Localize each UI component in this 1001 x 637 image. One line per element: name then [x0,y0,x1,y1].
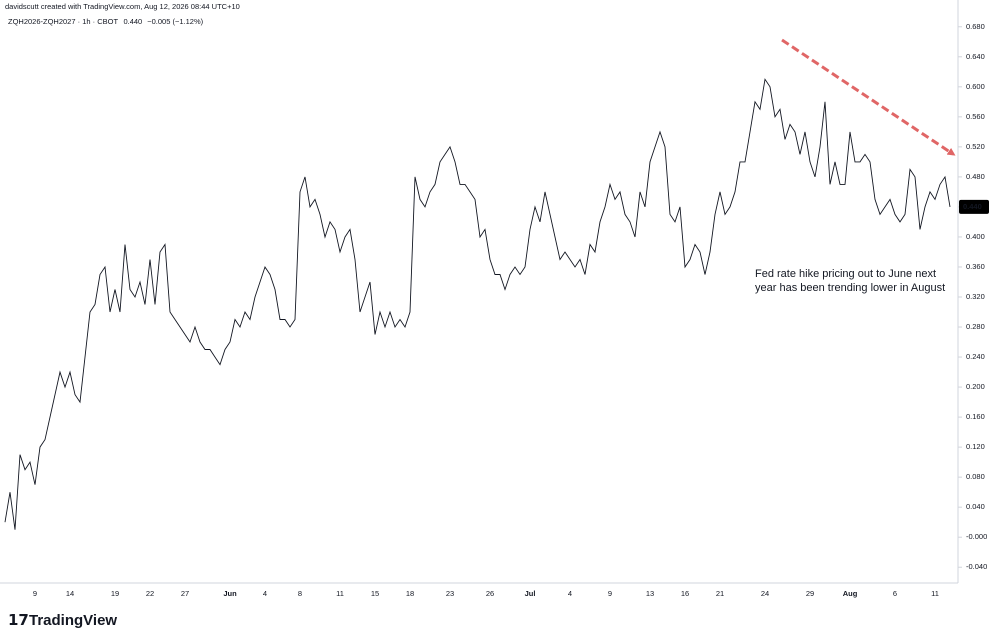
x-tick-label: 23 [446,589,454,598]
x-tick-label: 15 [371,589,379,598]
change: −0.005 (−1.12%) [147,17,203,26]
x-tick-label: 22 [146,589,154,598]
annotation: year has been trending lower in August [755,282,945,294]
y-tick-label: 0.200 [966,382,985,391]
y-tick-label: 0.600 [966,82,985,91]
trend-arrow [781,38,956,156]
y-tick-label: 0.240 [966,352,985,361]
x-tick-label: 19 [111,589,119,598]
y-tick-label: 0.480 [966,172,985,181]
symbol: ZQH2026-ZQH2027 · 1h · CBOT [8,17,118,26]
y-tick-label: 0.120 [966,442,985,451]
x-tick-label: 21 [716,589,724,598]
price-line [4,78,951,530]
y-tick-label: -0.000 [966,532,987,541]
y-tick-label: 0.080 [966,472,985,481]
annotation: Fed rate hike pricing out to June next [755,268,936,280]
y-tick-label: 0.160 [966,412,985,421]
y-tick-label: -0.040 [966,562,987,571]
last-price-tag [959,199,989,214]
y-tick-label: 0.360 [966,262,985,271]
y-tick-label: 0.280 [966,322,985,331]
x-tick-label: 8 [298,589,302,598]
x-tick-label: Jul [525,589,536,598]
x-tick-label: 4 [568,589,572,598]
x-tick-label: 14 [66,589,74,598]
x-tick-label: 13 [646,589,654,598]
x-tick-label: 9 [33,589,37,598]
y-tick-label: 0.680 [966,22,985,31]
x-tick-label: 6 [893,589,897,598]
x-tick-label: 18 [406,589,414,598]
y-tick-label: 0.640 [966,52,985,61]
y-tick-label: 0.520 [966,142,985,151]
x-tick-label: Jun [223,589,237,598]
logo-mark: 𝟭𝟳 [8,612,29,629]
x-tick-label: 29 [806,589,814,598]
x-tick-label: 26 [486,589,494,598]
x-tick-label: 11 [336,589,344,598]
x-tick-label: 11 [931,589,939,598]
brand: TradingView [29,612,117,629]
y-tick-label: 0.400 [966,232,985,241]
last-price-label: 0.440 [963,202,982,211]
x-tick-label: 24 [761,589,769,598]
x-tick-label: 16 [681,589,689,598]
x-tick-label: 27 [181,589,189,598]
y-tick-label: 0.560 [966,112,985,121]
price: 0.440 [123,17,142,26]
x-tick-label: 9 [608,589,612,598]
y-tick-label: 0.320 [966,292,985,301]
y-tick-label: 0.040 [966,502,985,511]
x-tick-label: 4 [263,589,267,598]
attribution: davidscutt created with TradingView.com,… [5,2,240,11]
x-tick-label: Aug [843,589,858,598]
